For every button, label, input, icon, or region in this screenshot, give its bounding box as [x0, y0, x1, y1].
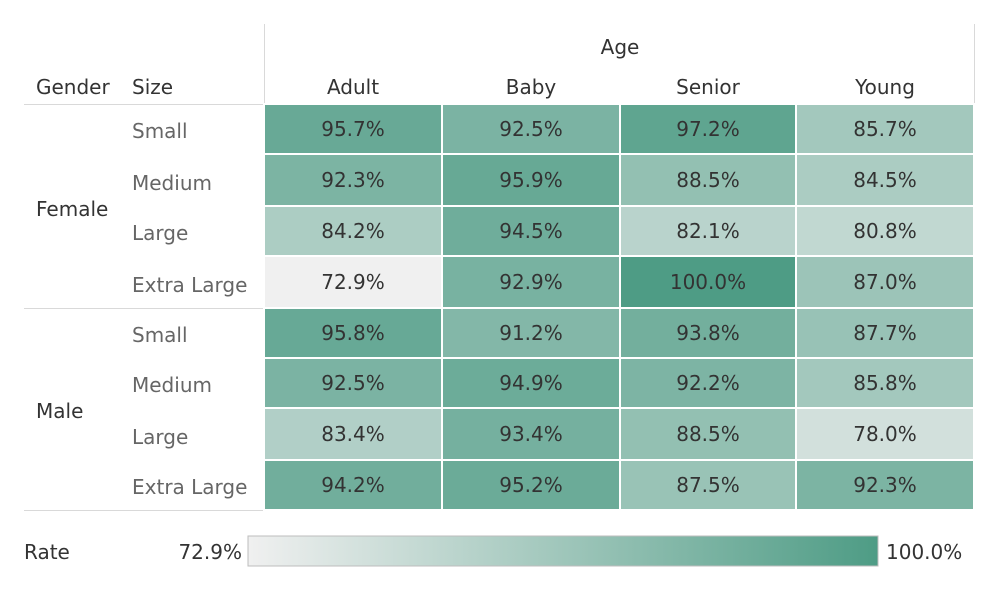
cell-value-label: 87.5% [676, 473, 740, 497]
heatmap-cell [263, 307, 443, 359]
heatmap-cell [619, 103, 797, 155]
size-label: Small [132, 323, 188, 347]
cell-value-label: 91.2% [499, 321, 563, 345]
group-label-male: Male [36, 399, 83, 423]
cell-value-label: 92.5% [499, 117, 563, 141]
size-label: Medium [132, 373, 212, 397]
cell-value-label: 92.9% [499, 270, 563, 294]
heatmap-cell [263, 205, 443, 257]
heatmap-cell [619, 255, 797, 309]
cell-value-label: 84.2% [321, 219, 385, 243]
cell-value-label: 95.2% [499, 473, 563, 497]
heatmap-cell [263, 357, 443, 409]
size-label: Medium [132, 171, 212, 195]
heatmap-cell [441, 357, 621, 409]
heatmap-cell [795, 255, 975, 309]
cell-value-label: 97.2% [676, 117, 740, 141]
size-label: Extra Large [132, 273, 247, 297]
cell-value-label: 80.8% [853, 219, 917, 243]
cell-value-label: 84.5% [853, 168, 917, 192]
row-dim-label-gender: Gender [36, 75, 110, 99]
cell-value-label: 93.4% [499, 422, 563, 446]
cell-value-label: 87.0% [853, 270, 917, 294]
heatmap-cell [795, 307, 975, 359]
cell-value-label: 100.0% [670, 270, 746, 294]
heatmap-cell [795, 459, 975, 511]
heatmap-cell [263, 407, 443, 461]
cell-value-label: 82.1% [676, 219, 740, 243]
size-label: Small [132, 119, 188, 143]
legend-max-label: 100.0% [886, 540, 962, 564]
heatmap-cell [263, 459, 443, 511]
heatmap-cells: 95.7% 92.5% 97.2% 85.7% 92.3% 95.9% 88.5% 84.5%… [263, 103, 975, 511]
heatmap-cell [441, 459, 621, 511]
heatmap-cell [263, 153, 443, 207]
column-header: Adult [327, 75, 379, 99]
cell-value-label: 92.3% [853, 473, 917, 497]
cell-value-label: 95.7% [321, 117, 385, 141]
cell-value-label: 87.7% [853, 321, 917, 345]
cell-value-label: 85.7% [853, 117, 917, 141]
cell-value-label: 72.9% [321, 270, 385, 294]
column-header: Senior [676, 75, 740, 99]
size-label: Large [132, 425, 188, 449]
cell-value-label: 94.2% [321, 473, 385, 497]
size-label: Extra Large [132, 475, 247, 499]
cell-value-label: 83.4% [321, 422, 385, 446]
cell-value-label: 92.2% [676, 371, 740, 395]
group-label-female: Female [36, 197, 108, 221]
heatmap-cell [795, 153, 975, 207]
heatmap-cell [795, 407, 975, 461]
heatmap-cell [263, 255, 443, 309]
cell-value-label: 92.5% [321, 371, 385, 395]
cell-value-label: 94.9% [499, 371, 563, 395]
row-dim-label-size: Size [132, 75, 173, 99]
heatmap-cell [619, 205, 797, 257]
legend-color-ramp [247, 535, 879, 567]
cell-value-label: 95.9% [499, 168, 563, 192]
cell-value-label: 93.8% [676, 321, 740, 345]
heatmap-cell [619, 153, 797, 207]
size-label: Large [132, 221, 188, 245]
cell-value-label: 88.5% [676, 422, 740, 446]
cell-value-label: 85.8% [853, 371, 917, 395]
heatmap-cell [795, 205, 975, 257]
cell-value-label: 94.5% [499, 219, 563, 243]
legend-min-label: 72.9% [178, 540, 242, 564]
cell-value-label: 88.5% [676, 168, 740, 192]
heatmap-cell [795, 103, 975, 155]
heatmap-cell [263, 103, 443, 155]
column-header: Baby [506, 75, 557, 99]
cell-value-label: 78.0% [853, 422, 917, 446]
heatmap-cell [441, 307, 621, 359]
heatmap-cell [441, 407, 621, 461]
cell-value-label: 95.8% [321, 321, 385, 345]
legend-title: Rate [24, 540, 70, 564]
heatmap-cell [619, 307, 797, 359]
cell-value-label: 92.3% [321, 168, 385, 192]
column-header: Young [854, 75, 915, 99]
column-group-label: Age [601, 35, 640, 59]
heatmap-cell [619, 407, 797, 461]
